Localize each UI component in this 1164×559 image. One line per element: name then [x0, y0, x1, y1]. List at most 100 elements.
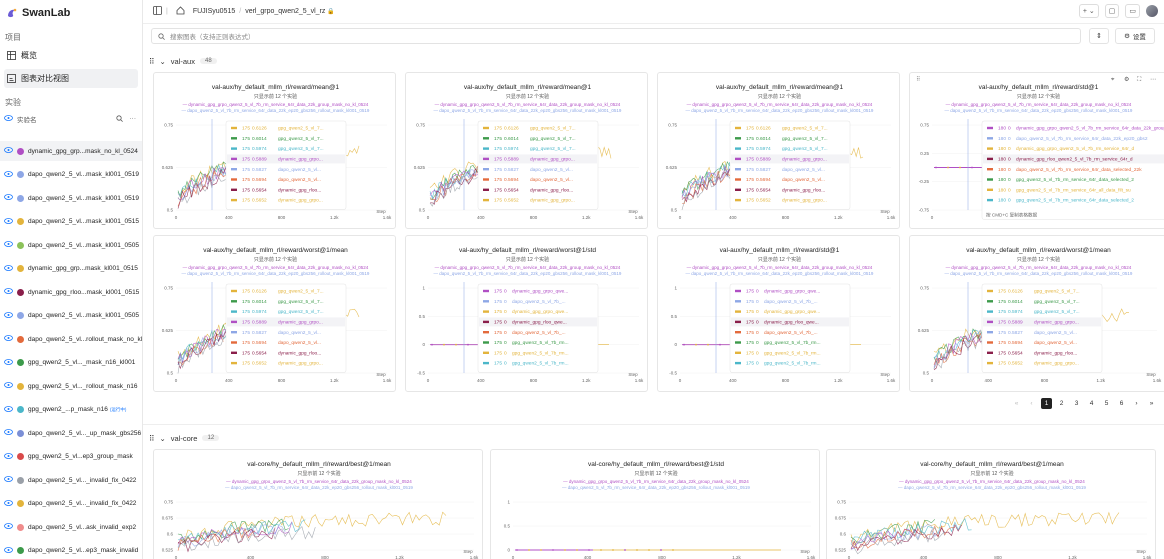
experiment-row[interactable]: dynamic_gpg_rloo...mask_kl001_0515	[0, 282, 142, 302]
experiment-row[interactable]: dapo_qwen2_5_vl...mask_kl001_0515	[0, 212, 142, 232]
chart-legend-entry[interactable]: — dapo_qwen2_5_vl_7b_rm_service_64r_data…	[945, 108, 1133, 113]
run-color-dot[interactable]	[17, 406, 24, 413]
chart-legend-entry[interactable]: — dapo_qwen2_5_vl_7b_rm_service_64r_data…	[225, 485, 413, 490]
search-icon[interactable]	[115, 114, 123, 124]
chart-panel[interactable]: val-aux/hy_default_mllm_rl/reward/std@1 只…	[909, 72, 1164, 229]
experiment-row[interactable]: dapo_qwen2_5_vl..._up_mask_gbs256	[0, 423, 142, 443]
chart-legend-entry[interactable]: — dapo_qwen2_5_vl_7b_rm_service_64r_data…	[434, 108, 622, 113]
run-color-dot[interactable]	[17, 500, 24, 507]
experiment-row[interactable]: dapo_qwen2_5_vl...ask_invalid_exp2	[0, 517, 142, 537]
chart-legend-entry[interactable]: — dynamic_gpg_grpo_qwen2_5_vl_7b_rm_serv…	[946, 265, 1132, 270]
experiment-row[interactable]: dapo_qwen2_5_vl...ep3_mask_invalid	[0, 541, 142, 559]
pager-page[interactable]: 6	[1119, 400, 1124, 407]
chart-panel[interactable]: val-aux/hy_default_mllm_rl/reward/worst@…	[909, 235, 1164, 392]
eye-icon[interactable]	[4, 429, 13, 437]
chart-legend-entry[interactable]: — dapo_qwen2_5_vl_7b_rm_service_64r_data…	[945, 271, 1133, 276]
run-color-dot[interactable]	[17, 218, 24, 225]
eye-icon[interactable]	[4, 358, 13, 367]
add-button[interactable]: + ⌄	[1078, 4, 1099, 18]
eye-icon[interactable]	[4, 405, 13, 414]
nav-overview[interactable]: 概览	[4, 46, 138, 65]
eye-icon[interactable]	[4, 147, 13, 155]
run-color-dot[interactable]	[17, 429, 24, 437]
breadcrumb-workspace[interactable]: FUJISyu0515	[192, 8, 236, 15]
chart-panel[interactable]: val-core/hy_default_mllm_rl/reward/best@…	[826, 449, 1156, 559]
drag-handle-icon[interactable]: ⠿	[149, 433, 155, 443]
pager-page[interactable]: 5	[1104, 400, 1109, 407]
chart-panel[interactable]: val-aux/hy_default_mllm_rl/reward/worst@…	[405, 235, 648, 392]
drag-handle-icon[interactable]: ⠿	[149, 56, 155, 66]
run-color-dot[interactable]	[17, 335, 24, 343]
home-icon[interactable]	[176, 6, 185, 17]
experiment-row[interactable]: gpg_qwen2_...p_mask_n16 (运行中)	[0, 400, 142, 420]
experiment-row[interactable]: dapo_qwen2_5_vl...rollout_mask_no_kl	[0, 329, 142, 349]
pager-first[interactable]: «	[1014, 400, 1019, 407]
pager-last[interactable]: »	[1149, 400, 1154, 407]
eye-icon[interactable]	[4, 241, 13, 249]
eye-icon[interactable]	[4, 170, 13, 179]
run-color-dot[interactable]	[17, 453, 24, 460]
chevron-down-icon[interactable]: ⌄	[159, 56, 166, 66]
eye-icon[interactable]	[4, 217, 13, 226]
run-color-dot[interactable]	[17, 359, 24, 366]
run-color-dot[interactable]	[17, 547, 24, 554]
eye-icon[interactable]	[4, 194, 13, 202]
locate-icon[interactable]: ⌖	[1111, 77, 1115, 83]
chart-panel[interactable]: val-core/hy_default_mllm_rl/reward/best@…	[490, 449, 820, 559]
eye-icon[interactable]	[4, 311, 13, 320]
run-color-dot[interactable]	[17, 147, 24, 155]
experiment-row[interactable]: dynamic_gpg_grp...mask_kl001_0515	[0, 259, 142, 279]
chart-legend-entry[interactable]: — dynamic_gpg_grpo_qwen2_5_vl_7b_rm_serv…	[183, 265, 369, 270]
pager-next[interactable]: ›	[1135, 400, 1138, 407]
chart-panel[interactable]: val-aux/hy_default_mllm_rl/reward/std@1 只…	[657, 235, 900, 392]
chart-legend-entry[interactable]: — dynamic_gpg_grpo_qwen2_5_vl_7b_rm_serv…	[946, 102, 1132, 107]
docs-icon[interactable]: ▢	[1104, 4, 1120, 18]
experiment-row[interactable]: dapo_qwen2_5_vl..._invalid_fix_0422	[0, 470, 142, 490]
chart-legend-entry[interactable]: — dynamic_gpg_grpo_qwen2_5_vl_7b_rm_serv…	[687, 265, 873, 270]
eye-icon[interactable]	[4, 523, 13, 531]
eye-icon[interactable]	[4, 288, 13, 296]
chart-legend-entry[interactable]: — dynamic_gpg_grpo_qwen2_5_vl_7b_rm_serv…	[435, 265, 621, 270]
chart-legend-entry[interactable]: — dapo_qwen2_5_vl_7b_rm_service_64r_data…	[686, 271, 874, 276]
run-color-dot[interactable]	[17, 476, 24, 484]
eye-icon[interactable]	[4, 452, 13, 461]
experiment-row[interactable]: dapo_qwen2_5_vl...mask_kl001_0505	[0, 306, 142, 326]
drag-handle-icon[interactable]: ⠿	[916, 76, 920, 83]
pager-page[interactable]: 4	[1089, 400, 1094, 407]
experiment-row[interactable]: dapo_qwen2_5_vl...mask_kl001_0519	[0, 188, 142, 208]
experiment-row[interactable]: gpg_qwen2_5_vl..._mask_n16_kl001	[0, 353, 142, 373]
settings-icon[interactable]: ⚙	[1124, 76, 1129, 83]
chart-panel[interactable]: val-aux/hy_default_mllm_rl/reward/mean@1…	[405, 72, 648, 229]
run-color-dot[interactable]	[17, 194, 24, 202]
avatar[interactable]	[1146, 5, 1158, 17]
chart-panel[interactable]: val-core/hy_default_mllm_rl/reward/best@…	[153, 449, 483, 559]
experiment-row[interactable]: dapo_qwen2_5_vl...mask_kl001_0519	[0, 165, 142, 185]
chart-legend-entry[interactable]: — dynamic_gpg_grpo_qwen2_5_vl_7b_rm_serv…	[899, 479, 1085, 484]
chart-legend-entry[interactable]: — dapo_qwen2_5_vl_7b_rm_service_64r_data…	[686, 108, 874, 113]
chart-legend-entry[interactable]: — dapo_qwen2_5_vl_7b_rm_service_64r_data…	[898, 485, 1086, 490]
run-color-dot[interactable]	[17, 382, 24, 390]
breadcrumb-project[interactable]: verl_grpo_qwen2_5_vl_rz	[245, 8, 326, 15]
chart-legend-entry[interactable]: — dapo_qwen2_5_vl_7b_rm_service_64r_data…	[434, 271, 622, 276]
chart-search-input[interactable]: 搜索图表（支持正则表达式）	[151, 28, 1081, 44]
chart-legend-entry[interactable]: — dynamic_gpg_grpo_qwen2_5_vl_7b_rm_serv…	[435, 102, 621, 107]
run-color-dot[interactable]	[17, 265, 24, 272]
more-icon[interactable]: ⋯	[1150, 77, 1156, 83]
experiment-row[interactable]: dapo_qwen2_5_vl..._invalid_fix_0422	[0, 494, 142, 514]
run-color-dot[interactable]	[17, 523, 24, 531]
eye-icon[interactable]	[4, 476, 13, 484]
fullscreen-icon[interactable]: ⛶	[1137, 76, 1142, 83]
chart-legend-entry[interactable]: — dynamic_gpg_grpo_qwen2_5_vl_7b_rm_serv…	[563, 479, 749, 484]
experiment-row[interactable]: dapo_qwen2_5_vl...mask_kl001_0505	[0, 235, 142, 255]
run-color-dot[interactable]	[17, 241, 24, 249]
nav-chart-compare[interactable]: 图表对比视图	[4, 69, 138, 88]
run-color-dot[interactable]	[17, 288, 24, 296]
sidebar-toggle-icon[interactable]	[153, 6, 162, 17]
pager-page[interactable]: 1	[1041, 398, 1052, 409]
chart-legend-entry[interactable]: — dynamic_gpg_grpo_qwen2_5_vl_7b_rm_serv…	[687, 102, 873, 107]
chart-panel[interactable]: val-aux/hy_default_mllm_rl/reward/worst@…	[153, 235, 396, 392]
pager-page[interactable]: 3	[1074, 400, 1079, 407]
eye-icon[interactable]	[4, 115, 13, 123]
chart-legend-entry[interactable]: — dapo_qwen2_5_vl_7b_rm_service_64r_data…	[562, 485, 750, 490]
pager-prev[interactable]: ‹	[1030, 400, 1033, 407]
